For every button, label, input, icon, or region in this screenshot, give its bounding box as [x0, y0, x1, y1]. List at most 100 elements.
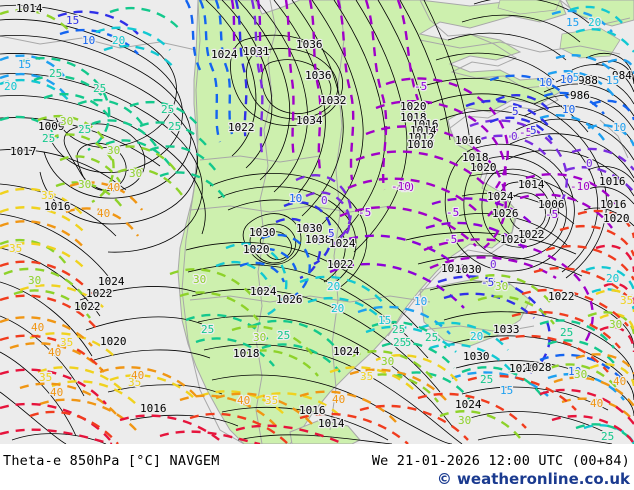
isobar-label-halo: 988: [578, 74, 598, 87]
thetae-contours-zero-five: [234, 0, 634, 378]
thetae-label-halo: 25: [277, 329, 290, 342]
thetae-label: 20: [4, 80, 17, 93]
thetae-label-halo: 15: [566, 71, 579, 84]
isobar-label-halo: 1014: [518, 178, 545, 191]
thetae-label-halo: 20: [112, 34, 125, 47]
isobar-label-halo: 1022: [74, 300, 101, 313]
isobar-label-halo: 1024: [329, 237, 356, 250]
isobar-label: 1024: [455, 398, 482, 411]
thetae-label-halo: 30: [28, 274, 41, 287]
thetae-label-halo: 5: [512, 105, 519, 118]
thetae-contours-cold: [230, 0, 617, 345]
thetae-label: 30: [458, 414, 471, 427]
thetae-label-halo: 40: [237, 394, 250, 407]
thetae-label-halo: -10: [570, 180, 590, 193]
thetae-label-halo: -5: [519, 126, 532, 139]
isobar-label-halo: 1030: [296, 222, 323, 235]
thetae-label-halo: 30: [107, 144, 120, 157]
thetae-label: -5: [358, 206, 371, 219]
isobar-label-halo: 1022: [228, 121, 255, 134]
thetae-label-halo: 40: [31, 321, 44, 334]
isobar-label-halo: 1020: [470, 161, 497, 174]
isobar-label-halo: 1017: [10, 145, 37, 158]
thetae-label-halo: 40: [50, 386, 63, 399]
thetae-label-halo: 0: [321, 194, 328, 207]
thetae-label-halo: 30: [60, 115, 73, 128]
thetae-label: 35: [128, 376, 141, 389]
map-canvas[interactable]: 1014 1014 1009 1009 1017 1017 1016 1016 1022 1022…: [0, 0, 634, 444]
isobar-label: 1016: [412, 118, 439, 131]
thetae-label-halo: -5: [414, 80, 427, 93]
isobar-label: 1014: [518, 178, 545, 191]
isobar-label-halo: 1024: [211, 48, 238, 61]
thetae-label-halo: 25: [392, 323, 405, 336]
thetae-label: 10: [414, 295, 427, 308]
thetae-label-halo: 25: [480, 373, 493, 386]
copyright-credit[interactable]: © weatheronline.co.uk: [436, 470, 630, 488]
thetae-label-halo: 10: [82, 34, 95, 47]
thetae-label: 30: [381, 355, 394, 368]
isobar-label-halo: 1022: [548, 290, 575, 303]
thetae-label-halo: 40: [332, 393, 345, 406]
isobar-label: 1020: [100, 335, 127, 348]
thetae-label: 5: [512, 105, 519, 118]
thetae-label-halo: 35: [41, 189, 54, 202]
isobar-label: 1024: [98, 275, 125, 288]
thetae-label-halo: 5: [328, 227, 335, 240]
thetae-label: 20: [331, 302, 344, 315]
thetae-label-halo: 30: [609, 318, 622, 331]
thetae-label: 35: [360, 370, 373, 383]
isobar-label-halo: 1016: [599, 175, 626, 188]
thetae-label-halo: 20: [588, 16, 601, 29]
thetae-label-halo: 0: [586, 157, 593, 170]
thetae-label-halo: -5: [446, 206, 459, 219]
isobar-label: 1022: [327, 258, 354, 271]
thetae-label: 5: [328, 227, 335, 240]
thetae-label-halo: 20: [4, 80, 17, 93]
isobar-label-halo: 1016: [140, 402, 167, 415]
isobar-label-halo: 1016: [600, 198, 627, 211]
isobar-label-halo: 1022: [86, 287, 113, 300]
isobar-label-halo: 1022: [441, 262, 468, 275]
isobar-label: 1016: [299, 404, 326, 417]
isobar-label-halo: 1014: [318, 417, 345, 430]
isobar-label: 1022: [74, 300, 101, 313]
isobar-label-halo: 1033: [493, 323, 520, 336]
isobar-label: 1022: [441, 262, 468, 275]
thetae-label-halo: 15: [378, 314, 391, 327]
thetae-label-halo: 15: [66, 14, 79, 27]
isobar-label: 1020: [470, 161, 497, 174]
isobar-label-halo: 1024: [250, 285, 277, 298]
isobar-label-halo: 1026: [509, 362, 536, 375]
isobar-label: 1033: [493, 323, 520, 336]
product-title: Theta-e 850hPa [°C] NAVGEM: [3, 453, 220, 469]
isobar-label-halo: 1030: [455, 263, 482, 276]
thetae-label: 40: [237, 394, 250, 407]
isobar-label-halo: 1009: [38, 120, 65, 133]
thetae-label-halo: 15: [566, 16, 579, 29]
thetae-label: 10: [562, 103, 575, 116]
isobar-label-halo: 1031: [243, 45, 270, 58]
thetae-label-halo: 40: [97, 207, 110, 220]
thetae-label-halo: 35: [60, 336, 73, 349]
thetae-label-halo: -5: [545, 208, 558, 221]
thetae-label-halo: 20: [606, 272, 619, 285]
thetae-label: 25: [480, 373, 493, 386]
thetae-label-halo: 35: [265, 394, 278, 407]
thetae-label: -10: [394, 181, 414, 194]
thetae-label: 10: [82, 34, 95, 47]
thetae-label: 40: [131, 369, 144, 382]
thetae-label-halo: 35: [128, 376, 141, 389]
thetae-label: 35: [39, 371, 52, 384]
thetae-label-halo: -5: [481, 276, 494, 289]
isobar-label: 1016: [599, 175, 626, 188]
thetae-label-halo: 25: [168, 120, 181, 133]
thetae-label: -5: [446, 206, 459, 219]
thetae-label: 30: [253, 331, 266, 344]
isobar-label-halo: 1036: [296, 38, 323, 51]
thetae-label: 20: [112, 34, 125, 47]
thetae-label: 25: [201, 323, 214, 336]
thetae-label: 25: [560, 326, 573, 339]
thetae-label-halo: 40: [131, 369, 144, 382]
thetae-label: -10: [391, 180, 411, 193]
